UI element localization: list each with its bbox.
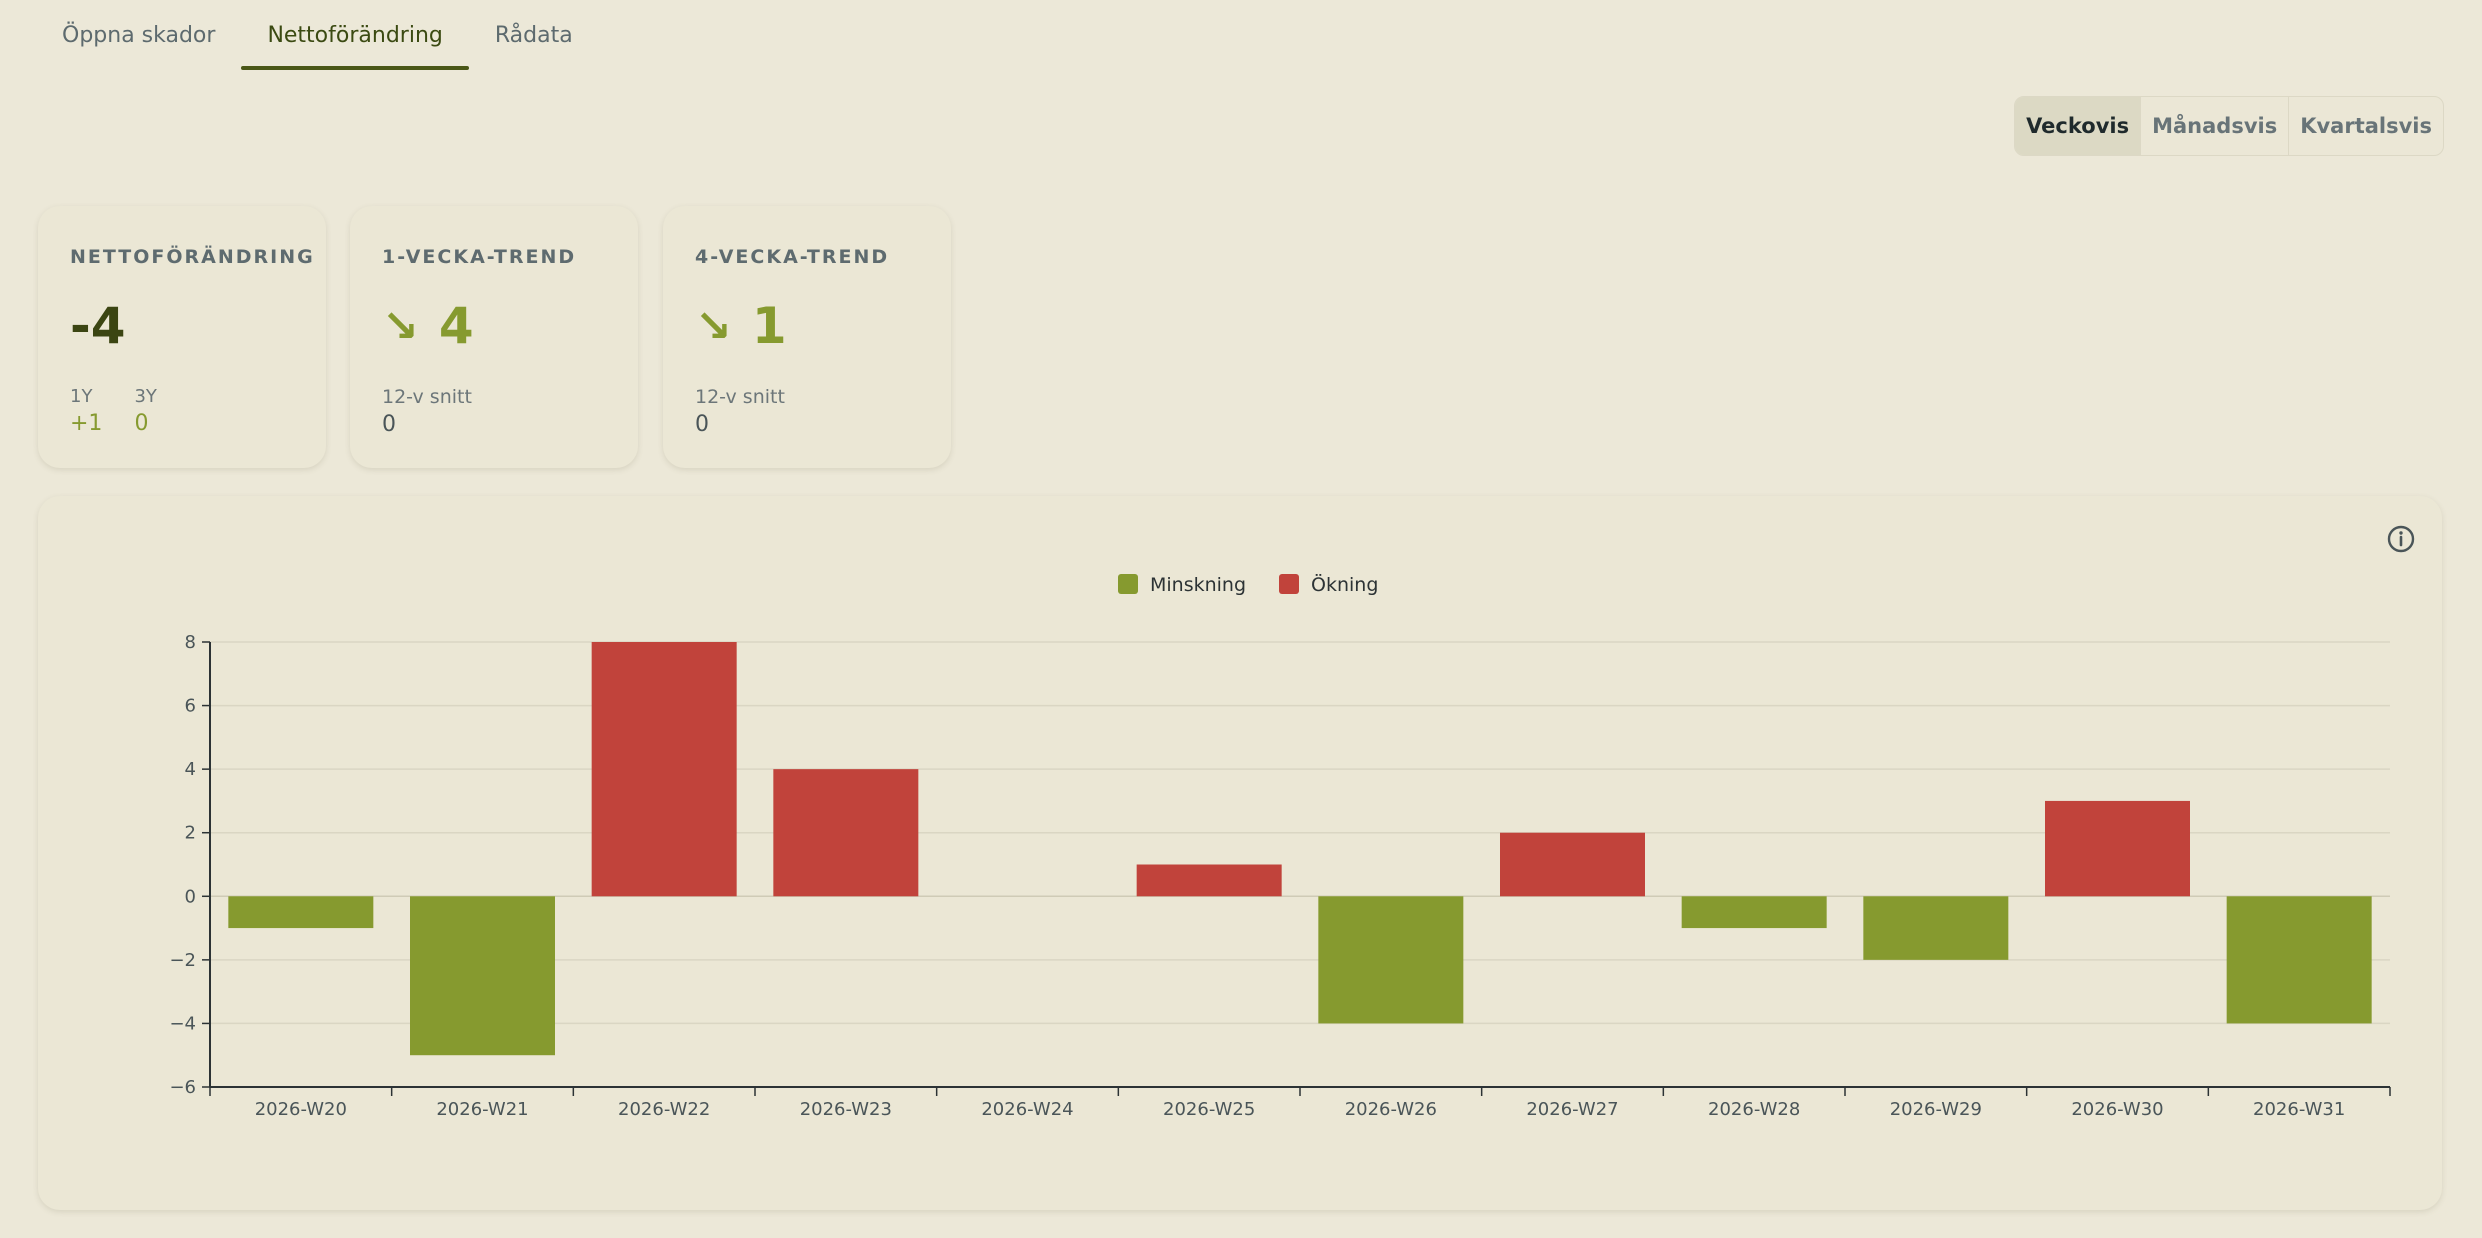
- y-tick-label: −2: [169, 950, 196, 971]
- tab-open-damages[interactable]: Öppna skador: [62, 22, 216, 48]
- trend-1w-value-row: ↘ 4: [382, 296, 606, 356]
- x-tick-label: 2026-W20: [255, 1099, 347, 1120]
- legend-label: Minskning: [1150, 574, 1246, 596]
- x-tick-label: 2026-W25: [1163, 1099, 1255, 1120]
- arrow-down-right-icon: ↘: [695, 300, 732, 352]
- y-tick-label: 4: [185, 759, 196, 780]
- trend-4w-card: 4-VECKA-TREND ↘ 1 12-v snitt 0: [663, 206, 951, 468]
- bar: [773, 769, 919, 897]
- bar: [2226, 896, 2372, 1024]
- avg-label: 12-v snitt: [382, 386, 472, 408]
- card-label: NETTOFÖRÄNDRING: [70, 246, 315, 268]
- period-monthly-button[interactable]: Månadsvis: [2141, 97, 2290, 155]
- x-tick-label: 2026-W27: [1526, 1099, 1618, 1120]
- avg-label: 12-v snitt: [695, 386, 785, 408]
- period-weekly-button[interactable]: Veckovis: [2015, 97, 2142, 155]
- y3-label: 3Y: [134, 386, 157, 407]
- legend-swatch: [1279, 574, 1299, 594]
- bar: [1681, 896, 1827, 929]
- y1-label: 1Y: [70, 386, 93, 407]
- bar: [2045, 800, 2190, 897]
- trend-1w-card: 1-VECKA-TREND ↘ 4 12-v snitt 0: [350, 206, 638, 468]
- net-change-card: NETTOFÖRÄNDRING -4 1Y +1 3Y 0: [38, 206, 326, 468]
- bar: [1863, 896, 2009, 960]
- y-tick-label: 8: [185, 632, 196, 653]
- y-tick-label: −4: [169, 1013, 196, 1034]
- x-tick-label: 2026-W26: [1345, 1099, 1437, 1120]
- trend-4w-value: 1: [751, 297, 787, 355]
- y-tick-label: −6: [169, 1077, 196, 1098]
- x-tick-label: 2026-W23: [800, 1099, 892, 1120]
- trend-1w-value: 4: [438, 297, 474, 355]
- y-tick-label: 2: [185, 823, 196, 844]
- legend-swatch: [1118, 574, 1138, 594]
- tab-bar: Öppna skador Nettoförändring Rådata: [38, 0, 599, 70]
- tab-raw-data[interactable]: Rådata: [494, 22, 573, 48]
- bar: [1500, 832, 1645, 897]
- x-tick-label: 2026-W24: [981, 1099, 1073, 1120]
- card-label: 1-VECKA-TREND: [382, 246, 577, 268]
- card-label: 4-VECKA-TREND: [695, 246, 890, 268]
- x-tick-label: 2026-W31: [2253, 1099, 2345, 1120]
- period-quarterly-button[interactable]: Kvartalsvis: [2300, 114, 2432, 138]
- bar: [591, 642, 737, 897]
- bar: [1318, 896, 1464, 1024]
- x-tick-label: 2026-W21: [436, 1099, 528, 1120]
- x-tick-label: 2026-W29: [1890, 1099, 1982, 1120]
- bar: [228, 896, 374, 929]
- avg-value: 0: [382, 412, 396, 437]
- bar-chart: 8 6 4 2 0 −2 −4 −6 2026-W20 2026-W21 2026-W22 2026-…: [169, 573, 2391, 1120]
- avg-value: 0: [695, 412, 709, 437]
- y3-value: 0: [134, 411, 149, 436]
- info-icon[interactable]: [2386, 524, 2416, 554]
- arrow-down-right-icon: ↘: [382, 300, 419, 352]
- trend-4w-value-row: ↘ 1: [695, 296, 919, 356]
- legend-label: Ökning: [1311, 573, 1378, 596]
- period-toggle: Veckovis Månadsvis Kvartalsvis: [2014, 96, 2444, 156]
- net-change-value: -4: [70, 297, 126, 355]
- bar: [1136, 864, 1282, 897]
- x-tick-label: 2026-W22: [618, 1099, 710, 1120]
- net-change-chart-panel: 8 6 4 2 0 −2 −4 −6 2026-W20 2026-W21 2026-W22 2026-…: [38, 496, 2442, 1210]
- y1-value: +1: [70, 411, 103, 436]
- year-comparison: 1Y +1 3Y 0: [70, 386, 294, 436]
- y-tick-label: 0: [185, 886, 196, 907]
- tab-net-change[interactable]: Nettoförändring: [241, 0, 470, 70]
- x-tick-label: 2026-W28: [1708, 1099, 1800, 1120]
- y-tick-label: 6: [185, 696, 196, 717]
- x-tick-label: 2026-W30: [2071, 1099, 2163, 1120]
- bar: [410, 896, 555, 1056]
